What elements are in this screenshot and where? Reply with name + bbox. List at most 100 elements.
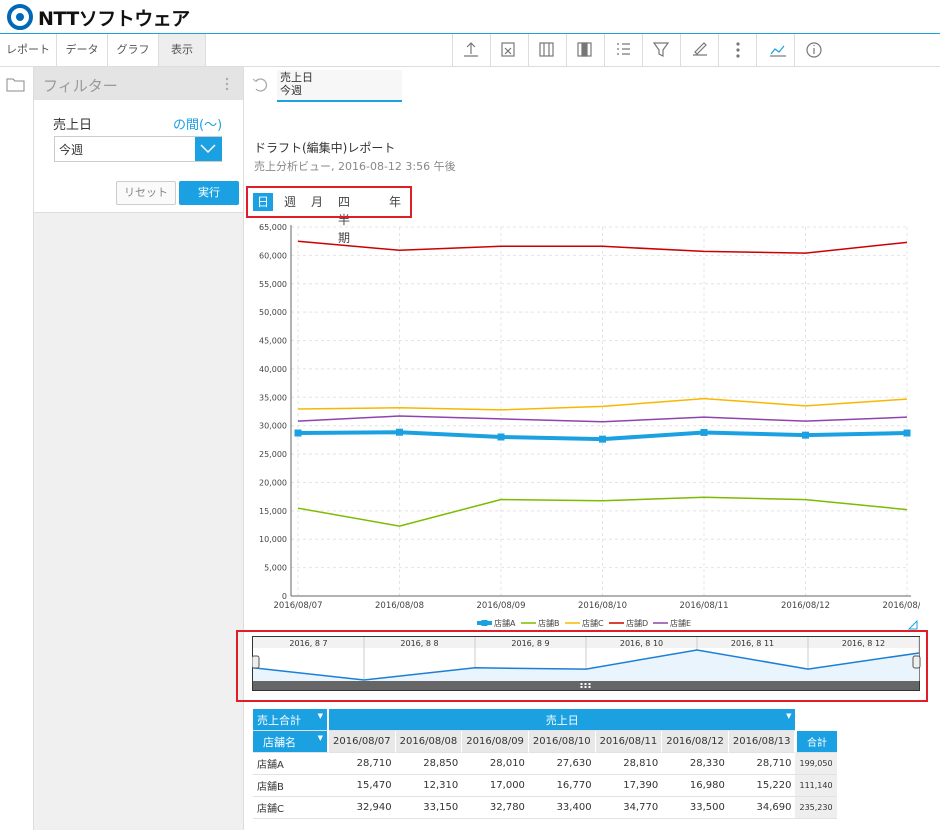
cell-text: 28,010 [489,758,525,769]
cell-text: 2016/08/11 [599,736,658,747]
row-field-header[interactable]: 店舗名 ▼ [253,731,329,753]
value-cell: 28,850 [395,753,463,775]
cell-text: 店舗A [257,760,284,771]
navigator-label: 2016, 8 11 [731,639,774,648]
filter-panel: フィルター 売上日 の間(〜) 今週 リセット 実行 [34,67,244,830]
data-row: 店舗B 15,470 12,310 17,000 16,770 17,390 16,980 1… [253,775,837,797]
select-arrow[interactable] [195,137,222,161]
value-cell: 111,140 [795,775,837,797]
measure-header[interactable]: 売上合計 ▼ [253,709,329,731]
run-button[interactable]: 実行 [179,181,239,205]
report-title: ドラフト(編集中)レポート [254,141,396,155]
value-cell: 33,400 [528,797,596,819]
scroll-grip [580,683,583,685]
period-button[interactable]: 月 [311,195,324,209]
range-handle[interactable] [912,655,921,669]
header-row: 店舗名 ▼ 2016/08/07 2016/08/08 2016/08/09 2016/0… [253,731,837,753]
column-field-header[interactable]: 売上日 ▼ [329,709,796,731]
value-cell: 33,150 [395,797,463,819]
cell-text: 2016/08/10 [532,736,591,747]
menu-item[interactable]: データ [57,34,108,66]
cell-text: 2016/08/12 [666,736,724,747]
cell-text: 16,770 [556,780,592,791]
cell-text: 28,850 [423,758,459,769]
cell-text: 32,940 [356,802,392,813]
column-header: 2016/08/09 [462,731,529,753]
y-tick-label: 5,000 [264,564,287,573]
value-cell: 28,710 [329,753,396,775]
resize-handle[interactable] [908,620,918,630]
header-row: 売上合計 ▼ 売上日 ▼ [253,709,837,731]
row-header: 店舗B [253,775,329,797]
legend-label: 店舗A [494,618,516,628]
navigator-label: 2016, 8 8 [400,639,438,648]
panel-menu-icon[interactable] [224,77,230,91]
toolbar-button[interactable] [680,34,719,66]
toolbar-button[interactable] [756,34,795,66]
folder-icon[interactable] [6,75,26,93]
x-tick-label: 2016/08/13 [883,601,921,611]
toolbar-button[interactable] [490,34,529,66]
reset-button[interactable]: リセット [116,181,176,205]
point-marker [903,429,911,437]
cell-text: 27,630 [556,758,592,769]
cell-text: 店舗B [257,782,284,793]
filter-select[interactable]: 今週 [54,136,222,162]
value-cell: 12,310 [395,775,463,797]
menu-bar: レポート データ グラフ 表示 [0,34,940,67]
point-marker [294,429,302,437]
y-tick-label: 0 [282,592,287,601]
undo-icon[interactable] [252,76,268,92]
x-tick-label: 2016/08/11 [680,601,729,611]
navigator-label: 2016, 8 12 [842,639,885,648]
column-header: 2016/08/10 [528,731,596,753]
cell-text: 2016/08/07 [333,736,391,747]
toolbar-button[interactable] [718,34,757,66]
column-header: 合計 [795,731,837,753]
y-tick-label: 40,000 [259,365,287,374]
point-marker [700,428,708,436]
value-cell: 32,940 [329,797,396,819]
y-tick-label: 30,000 [259,422,287,431]
toolbar-button[interactable] [642,34,681,66]
period-button[interactable]: 週 [284,195,297,209]
menu-item[interactable]: レポート [0,34,57,66]
cell-text: 2016/08/09 [466,736,524,747]
cell-text: 34,690 [756,802,792,813]
toolbar-button[interactable] [528,34,567,66]
toolbar-icons [464,42,822,58]
menu-item[interactable]: 表示 [159,34,206,66]
filter-tab[interactable]: 売上日 今週 [277,70,402,102]
menu-item[interactable]: グラフ [108,34,159,66]
period-button[interactable]: 日 [253,193,274,211]
y-tick-label: 20,000 [259,478,287,487]
value-cell: 235,230 [795,797,837,819]
y-tick-label: 10,000 [259,535,287,544]
toolbar-button[interactable] [794,34,833,66]
logo-mark [7,4,33,30]
row-header: 店舗A [253,753,329,775]
navigator-area [253,649,919,681]
range-navigator[interactable]: 2016, 8 7 2016, 8 8 2016, 8 9 2016, 8 10 201… [252,636,922,692]
y-tick-label: 65,000 [259,223,287,232]
column-header: 2016/08/13 [728,731,796,753]
cell-text: 33,400 [556,802,592,813]
toolbar-button[interactable] [566,34,605,66]
period-button[interactable]: 年 [389,195,402,209]
range-handle[interactable] [252,655,260,669]
value-cell: 28,010 [462,753,529,775]
filter-tab-field: 売上日 [280,71,313,84]
value-cell: 32,780 [462,797,529,819]
logo: NTTソフトウェア [38,8,190,30]
toolbar-button[interactable] [452,34,491,66]
navigator-label: 2016, 8 9 [511,639,549,648]
toolbar-button[interactable] [604,34,643,66]
cell-text: 店舗名 [263,735,296,749]
cell-text: 235,230 [799,803,833,812]
x-tick-label: 2016/08/12 [781,601,830,611]
legend-label: 店舗C [582,618,604,628]
filter-operator[interactable]: の間(〜) [173,118,223,133]
navigator-label: 2016, 8 7 [289,639,327,648]
column-header: 2016/08/12 [662,731,729,753]
point-marker [599,435,606,443]
